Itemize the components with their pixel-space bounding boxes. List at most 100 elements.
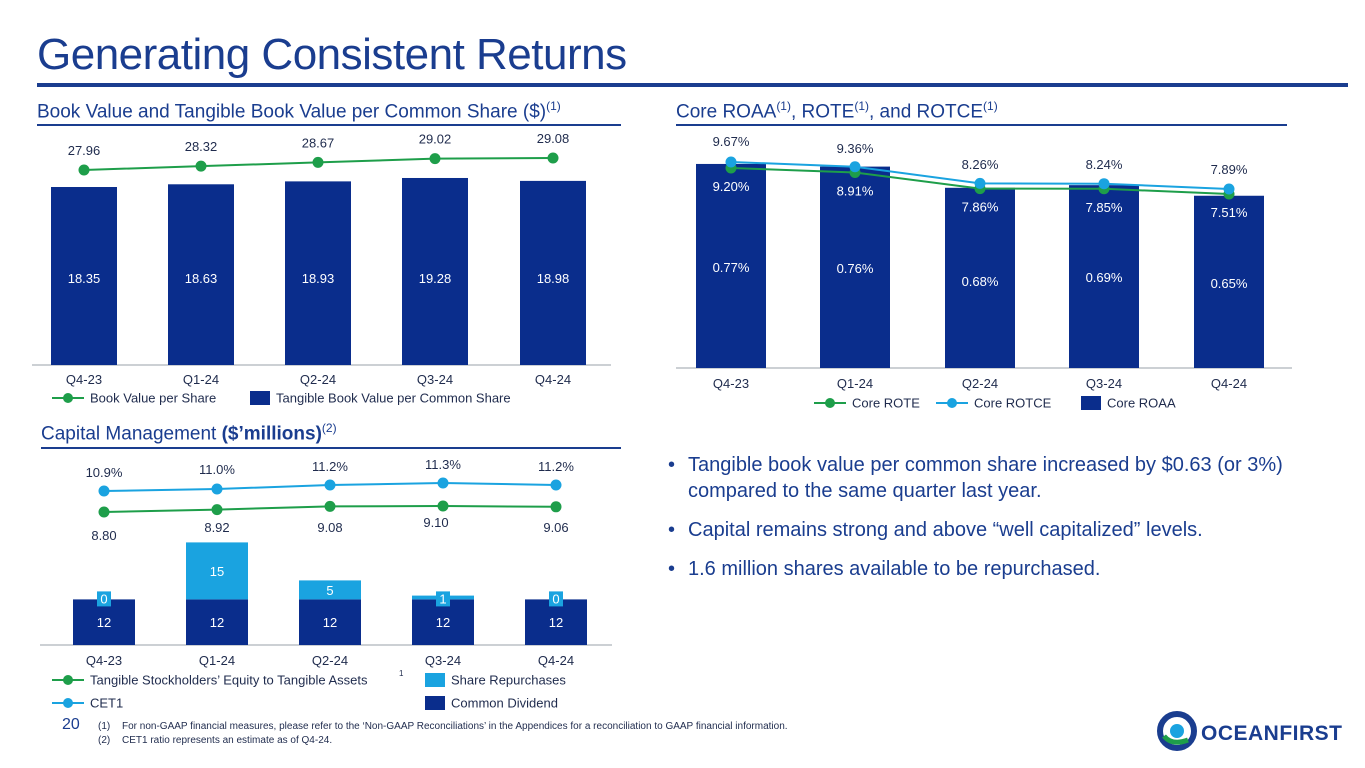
- roa-core-rotce-point: [974, 177, 986, 189]
- key-point: • Tangible book value per common share in…: [668, 452, 1318, 504]
- bv-bar-label: 18.63: [185, 271, 218, 286]
- roa-rotce-label: 8.24%: [1086, 157, 1123, 172]
- roa-legend-roaa-label: Core ROAA: [1107, 396, 1176, 411]
- bv-line-label: 29.08: [537, 131, 570, 146]
- cap-legend-tce-label: Tangible Stockholders’ Equity to Tangibl…: [90, 673, 368, 688]
- footnote-text: For non-GAAP financial measures, please …: [122, 721, 788, 732]
- roa-core-rotce-point: [1098, 178, 1110, 190]
- cap-repurchase-label: 5: [326, 583, 333, 598]
- cap-legend-repurchases-swatch: [425, 673, 445, 687]
- bv-bar-label: 18.93: [302, 271, 335, 286]
- cap-tce-ratio-point: [324, 500, 336, 512]
- cap-cet1-point: [98, 485, 110, 497]
- roa-legend-rote-label: Core ROTE: [852, 396, 920, 411]
- cap-tce-label: 9.08: [317, 520, 342, 535]
- cap-tce-label: 8.92: [204, 520, 229, 535]
- bv-line-label: 29.02: [419, 132, 452, 147]
- roa-bar: [696, 163, 766, 368]
- bv-title-rule: [37, 124, 621, 126]
- footnote: (2) CET1 ratio represents an estimate as …: [98, 734, 788, 748]
- roa-rote-label: 7.51%: [1211, 205, 1248, 220]
- cap-cet1-label: 11.2%: [312, 459, 348, 474]
- cap-repurchase-label: 1: [439, 591, 446, 606]
- bv-bar: [402, 177, 468, 365]
- cap-dividend-label: 12: [210, 615, 224, 630]
- cap-x-tick-label: Q3-24: [425, 653, 461, 668]
- footnote-marker: (1): [98, 721, 111, 732]
- cap-title-a: Capital Management: [41, 423, 222, 445]
- roa-x-tick-label: Q4-23: [713, 376, 749, 391]
- roa-rote-label: 7.86%: [962, 200, 999, 215]
- roa-title-sup1: (1): [776, 99, 791, 113]
- roa-bar: [1069, 185, 1139, 368]
- roa-bar: [820, 166, 890, 368]
- footnote-text: CET1 ratio represents an estimate as of …: [122, 735, 333, 746]
- cap-cet1-label: 10.9%: [86, 465, 123, 480]
- cap-x-tick-label: Q2-24: [312, 653, 348, 668]
- cap-title-rule: [41, 447, 621, 449]
- bullet-dot-icon: •: [668, 519, 676, 541]
- footnotes: (1) For non-GAAP financial measures, plea…: [98, 720, 788, 748]
- bv-line-label: 28.32: [185, 139, 218, 154]
- cap-x-tick-label: Q4-23: [86, 653, 122, 668]
- cap-tce-label: 9.10: [423, 515, 448, 530]
- cap-repurchase-label-bg: [97, 591, 111, 607]
- roa-legend-roaa-swatch: [1081, 396, 1101, 410]
- page-title: Generating Consistent Returns: [37, 30, 627, 79]
- cap-dividend-bar: [525, 599, 587, 645]
- roa-chart-title: Core ROAA(1), ROTE(1), and ROTCE(1): [676, 99, 998, 123]
- roa-rote-label: 7.85%: [1086, 200, 1123, 215]
- key-point-text: 1.6 million shares available to be repur…: [688, 558, 1101, 580]
- bv-book-value-point: [195, 160, 207, 172]
- bv-bar: [285, 181, 351, 365]
- cap-repurchase-label: 15: [210, 564, 224, 579]
- roa-bar-label: 0.76%: [837, 261, 874, 276]
- bv-book-value-point: [78, 164, 90, 176]
- cap-repurchase-label: 0: [552, 591, 559, 606]
- cap-cet1-point: [324, 479, 336, 491]
- roa-rotce-label: 8.26%: [962, 157, 999, 172]
- cap-cet1-label: 11.2%: [538, 459, 574, 474]
- bv-x-tick-label: Q4-23: [66, 372, 102, 387]
- roa-core-rotce-point: [849, 161, 861, 173]
- bullet-dot-icon: •: [668, 558, 676, 580]
- cap-dividend-label: 12: [549, 615, 563, 630]
- roa-x-tick-label: Q4-24: [1211, 376, 1247, 391]
- cap-repurchase-label: 0: [100, 591, 107, 606]
- bullet-dot-icon: •: [668, 454, 676, 476]
- cap-tce-label: 9.06: [543, 520, 568, 535]
- cap-tce-ratio-point: [211, 504, 223, 516]
- cap-legend-cet1-marker: [63, 698, 73, 708]
- cap-legend-cet1-label: CET1: [90, 696, 123, 711]
- roa-x-tick-label: Q1-24: [837, 376, 873, 391]
- roa-core-rotce-point: [725, 156, 737, 168]
- bv-title-footnote: (1): [546, 99, 561, 113]
- cap-dividend-bar: [299, 599, 361, 645]
- title-divider: [37, 83, 1348, 87]
- cap-tce-label: 8.80: [91, 528, 116, 543]
- roa-bar-label: 0.65%: [1211, 276, 1248, 291]
- cap-cet1-point: [437, 477, 449, 489]
- key-points-list: • Tangible book value per common share in…: [668, 452, 1318, 595]
- bv-line-label: 27.96: [68, 143, 101, 158]
- cap-title-sup: (2): [321, 421, 337, 435]
- cap-repurchase-label-bg: [549, 591, 563, 607]
- roa-bar: [945, 187, 1015, 368]
- page-number: 20: [62, 716, 80, 733]
- key-point: • Capital remains strong and above “well …: [668, 517, 1318, 543]
- bv-bar-label: 19.28: [419, 271, 452, 286]
- roa-rote-label: 9.20%: [713, 179, 750, 194]
- bv-line-label: 28.67: [302, 135, 335, 150]
- roa-core-rotce-point: [1223, 183, 1235, 195]
- cap-cet1-point: [211, 483, 223, 495]
- cap-cet1-label: 11.0%: [199, 462, 235, 477]
- bv-bar: [520, 180, 586, 365]
- roa-bar-label: 0.77%: [713, 260, 750, 275]
- key-point-text: Tangible book value per common share inc…: [688, 454, 1283, 502]
- roa-title-sup2: (1): [854, 99, 869, 113]
- roa-rote-label: 8.91%: [837, 183, 874, 198]
- bv-legend-book-value-label: Book Value per Share: [90, 391, 216, 406]
- roa-x-tick-label: Q3-24: [1086, 376, 1122, 391]
- cap-dividend-label: 12: [436, 615, 450, 630]
- roa-bar-label: 0.69%: [1086, 270, 1123, 285]
